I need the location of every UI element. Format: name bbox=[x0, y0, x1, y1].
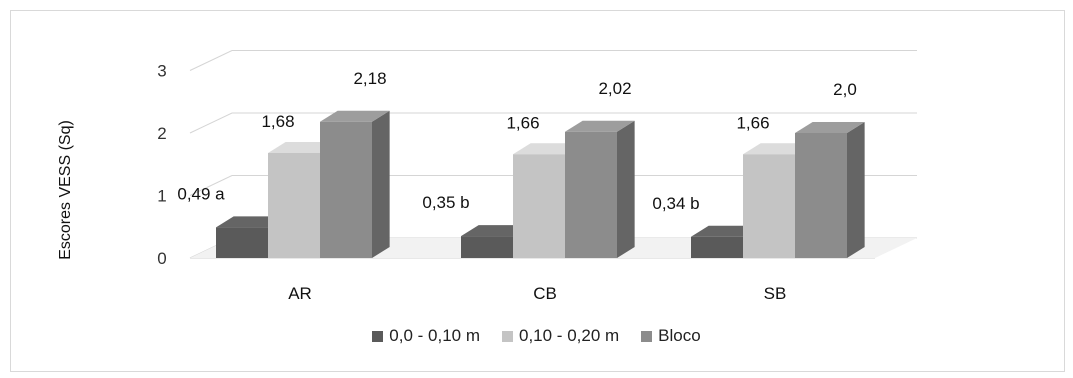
bar-SB-0 bbox=[691, 236, 743, 258]
bar-AR-1 bbox=[268, 153, 320, 258]
y-tick-1: 1 bbox=[157, 187, 166, 206]
bar-SB-2 bbox=[795, 133, 847, 258]
y-tick-2: 2 bbox=[157, 124, 166, 143]
bar-top-SB-2 bbox=[795, 122, 865, 133]
y-axis-title: Escores VESS (Sq) bbox=[57, 120, 74, 260]
data-label-CB-0: 0,35 b bbox=[422, 193, 469, 212]
gridline-1 bbox=[189, 175, 917, 196]
bar-AR-0 bbox=[216, 227, 268, 258]
gridline-3 bbox=[189, 50, 917, 71]
x-tick-CB: CB bbox=[533, 284, 557, 303]
legend-swatch-0 bbox=[372, 330, 384, 342]
data-label-SB-0: 0,34 b bbox=[652, 194, 699, 213]
data-label-AR-2: 2,18 bbox=[353, 69, 386, 88]
data-label-CB-2: 2,02 bbox=[598, 79, 631, 98]
legend-label-2: Bloco bbox=[658, 326, 701, 345]
x-tick-AR: AR bbox=[288, 284, 312, 303]
bar-CB-2 bbox=[565, 131, 617, 258]
data-label-SB-2: 2,0 bbox=[833, 80, 857, 99]
data-label-SB-1: 1,66 bbox=[736, 113, 769, 132]
bar-CB-1 bbox=[513, 154, 565, 258]
legend-swatch-1 bbox=[502, 330, 513, 342]
gridline-2 bbox=[189, 112, 917, 134]
legend-item-1: 0,10 - 0,20 m bbox=[502, 326, 619, 346]
legend-label-1: 0,10 - 0,20 m bbox=[519, 326, 620, 345]
bar-CB-0 bbox=[461, 236, 513, 258]
bar-SB-1 bbox=[743, 154, 795, 258]
bar-side-CB-2 bbox=[617, 120, 635, 258]
bar-AR-2 bbox=[320, 121, 372, 258]
legend: 0,0 - 0,10 m 0,10 - 0,20 m Bloco bbox=[0, 326, 1073, 346]
bar-top-CB-2 bbox=[565, 120, 635, 132]
x-tick-SB: SB bbox=[764, 284, 787, 303]
legend-label-0: 0,0 - 0,10 m bbox=[389, 326, 480, 345]
data-label-AR-1: 1,68 bbox=[261, 112, 294, 131]
legend-item-2: Bloco bbox=[641, 326, 701, 346]
y-tick-3: 3 bbox=[157, 62, 166, 81]
bar-side-SB-2 bbox=[847, 122, 865, 258]
legend-item-0: 0,0 - 0,10 m bbox=[372, 326, 480, 346]
bar-top-AR-2 bbox=[320, 110, 390, 122]
bar-side-AR-2 bbox=[372, 110, 390, 258]
data-label-AR-0: 0,49 a bbox=[177, 184, 225, 203]
legend-swatch-2 bbox=[641, 330, 653, 342]
data-label-CB-1: 1,66 bbox=[506, 113, 539, 132]
y-tick-0: 0 bbox=[157, 249, 166, 268]
